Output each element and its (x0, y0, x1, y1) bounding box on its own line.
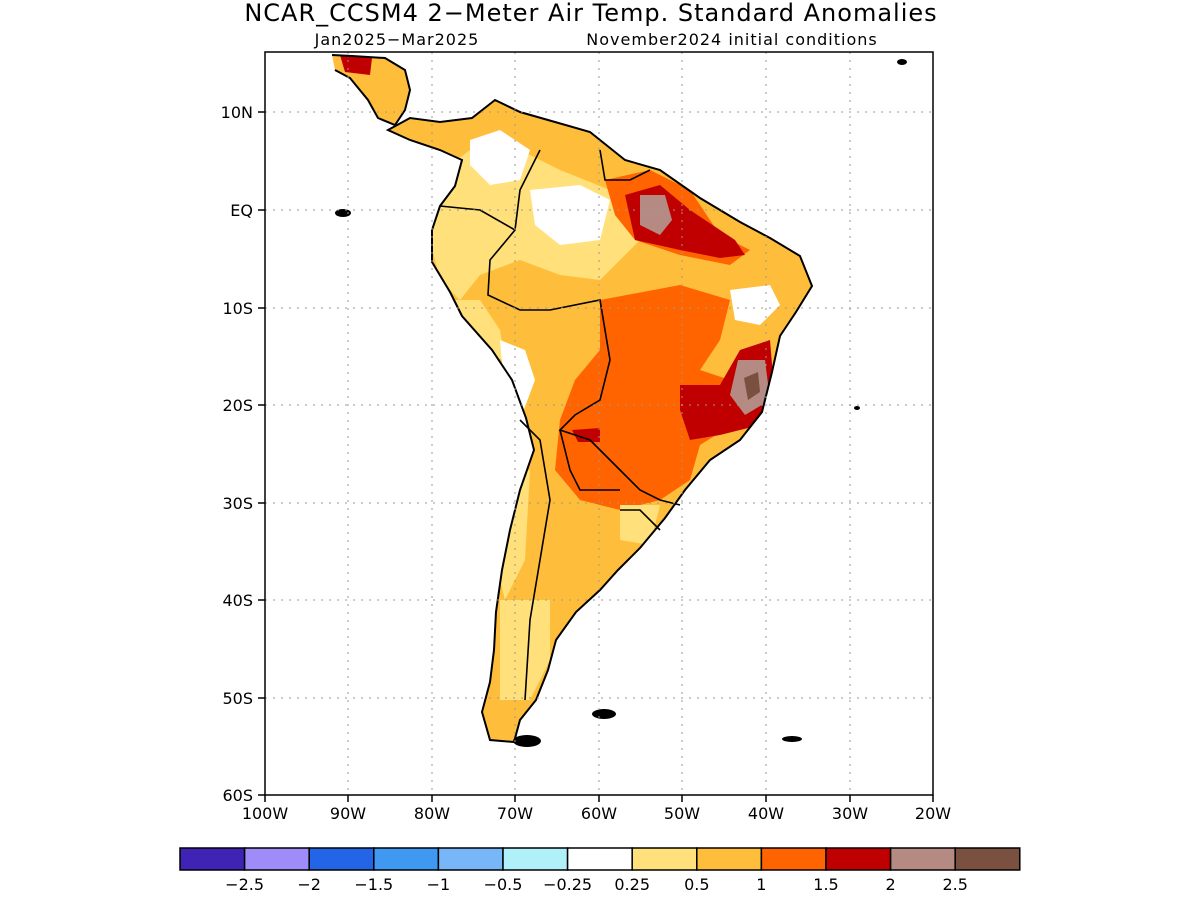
colorbar-swatch (308, 847, 375, 871)
anomaly-brown-north (640, 195, 672, 235)
country-borders (439, 149, 681, 701)
subtitle-period: Jan2025−Mar2025 (314, 30, 480, 49)
anomaly-white-east (730, 285, 780, 325)
border-uruguay (620, 509, 661, 531)
longitude-axis: 100W 90W 80W 70W 60W 50W 40W 30W 20W (242, 795, 951, 823)
border-paraguay-argentina (559, 429, 620, 491)
island-caribbean (897, 59, 907, 65)
colorbar-label: −2 (297, 875, 321, 894)
colorbar-labels: −2.5 −2 −1.5 −1 −0.5 −0.25 0.25 0.5 1 1.5 2 2.5 (225, 875, 968, 894)
lat-tick-label: 50S (222, 689, 253, 708)
colorbar-swatch (889, 847, 956, 871)
island-south-georgia (782, 736, 802, 742)
colorbar-swatch (179, 847, 246, 871)
lat-tick-label: 20S (222, 396, 253, 415)
islands (335, 59, 907, 747)
border-guianas (599, 149, 651, 181)
colorbar-swatch (825, 847, 892, 871)
colorbar-swatch (373, 847, 440, 871)
lat-tick-label: 30S (222, 494, 253, 513)
lat-tick-label: EQ (230, 201, 253, 220)
latitude-axis: 10N EQ 10S 20S 30S 40S 50S 60S (221, 103, 265, 805)
lat-tick-label: 10S (222, 299, 253, 318)
colorbar-swatch (243, 847, 310, 871)
colorbar-label: 1.5 (813, 875, 838, 894)
colorbar-label: 2.5 (942, 875, 967, 894)
colorbar-label: 2 (886, 875, 896, 894)
colorbar-swatch (502, 847, 569, 871)
lon-tick-label: 100W (242, 804, 289, 823)
lat-tick-label: 10N (221, 103, 253, 122)
coastline-central-america (331, 54, 412, 127)
lon-tick-label: 40W (748, 804, 784, 823)
colorbar-swatch (566, 847, 633, 871)
island-tierra-del-fuego (513, 735, 541, 747)
colorbar-label: −2.5 (225, 875, 264, 894)
lon-tick-label: 30W (832, 804, 868, 823)
anomaly-white-colombia (470, 130, 530, 185)
colorbar-label: −0.25 (543, 875, 592, 894)
colorbar-label: 0.25 (614, 875, 650, 894)
lat-tick-label: 60S (222, 786, 253, 805)
border-chile-argentina (519, 419, 551, 701)
map-panel (265, 52, 933, 795)
colorbar-label: −0.5 (484, 875, 523, 894)
lon-tick-label: 80W (414, 804, 450, 823)
colorbar-label: −1.5 (354, 875, 393, 894)
colorbar-swatch (631, 847, 698, 871)
colorbar-label: 0.5 (684, 875, 709, 894)
colorbar-label: 1 (756, 875, 766, 894)
lon-tick-label: 50W (664, 804, 700, 823)
colorbar-swatch (760, 847, 827, 871)
coastline-south-america (385, 98, 814, 744)
lon-tick-label: 60W (581, 804, 617, 823)
lon-tick-label: 70W (497, 804, 533, 823)
anomaly-red-paraguay (572, 428, 600, 442)
lon-tick-label: 20W (915, 804, 951, 823)
colorbar-swatch (954, 847, 1021, 871)
colorbar (179, 847, 1021, 871)
island-trindade (854, 406, 860, 410)
lon-tick-label: 90W (330, 804, 366, 823)
border-brazil-west (487, 149, 681, 506)
island-galapagos (335, 209, 351, 217)
subtitle-init: November2024 initial conditions (586, 30, 877, 49)
border-colombia-ecuador-peru (439, 205, 516, 231)
colorbar-swatch (696, 847, 763, 871)
colorbar-label: −1 (427, 875, 451, 894)
anomaly-yellow-patagonia (500, 600, 550, 700)
anomaly-orange-central (555, 285, 740, 510)
anomaly-darkbrown-southeast (744, 372, 760, 400)
chart-title: NCAR_CCSM4 2−Meter Air Temp. Standard An… (244, 0, 937, 27)
lat-tick-label: 40S (222, 591, 253, 610)
island-falklands (592, 709, 616, 719)
anomaly-white-amazon (530, 185, 610, 245)
colorbar-swatch (437, 847, 504, 871)
